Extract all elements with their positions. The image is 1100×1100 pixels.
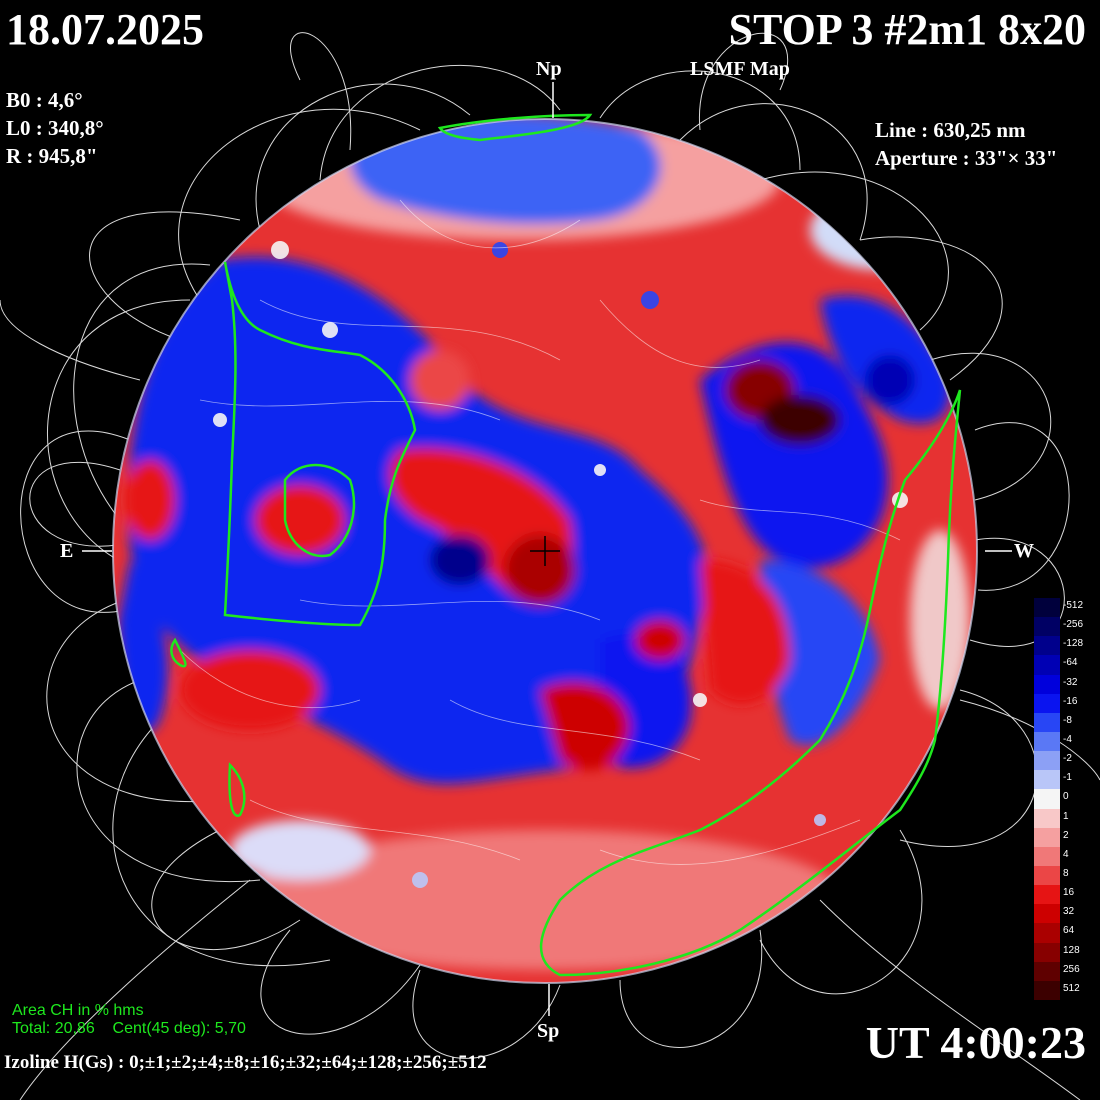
legend-swatch xyxy=(1034,674,1060,694)
legend-entry: 128 xyxy=(1034,942,1100,962)
west-label: W xyxy=(1014,540,1034,562)
legend-swatch xyxy=(1034,655,1060,675)
legend-swatch xyxy=(1034,846,1060,866)
legend-label: -32 xyxy=(1063,676,1078,688)
axis-markers xyxy=(82,82,1012,1016)
north-pole-label: Np xyxy=(536,58,562,80)
legend-label: 0 xyxy=(1063,791,1069,803)
legend-swatch xyxy=(1034,693,1060,713)
legend-label: -8 xyxy=(1063,714,1072,726)
legend-label: 2 xyxy=(1063,829,1069,841)
legend-label: -64 xyxy=(1063,657,1078,669)
legend-label: -1 xyxy=(1063,772,1072,784)
b0-parameter: B0 : 4,6° xyxy=(6,88,83,112)
legend-swatch xyxy=(1034,712,1060,732)
legend-entry: 2 xyxy=(1034,827,1100,847)
l0-parameter: L0 : 340,8° xyxy=(6,116,104,140)
legend-swatch xyxy=(1034,732,1060,752)
map-title: STOP 3 #2m1 8x20 xyxy=(728,5,1086,54)
legend-entry: 256 xyxy=(1034,961,1100,981)
spectral-line: Line : 630,25 nm xyxy=(875,118,1026,142)
legend-label: 32 xyxy=(1063,906,1075,918)
legend-label: -4 xyxy=(1063,734,1072,745)
south-pole-label: Sp xyxy=(537,1020,560,1042)
legend-swatch xyxy=(1034,942,1060,962)
legend-entry: -4 xyxy=(1034,732,1100,752)
legend-swatch xyxy=(1034,866,1060,886)
observation-date: 18.07.2025 xyxy=(6,5,204,54)
aperture: Aperture : 33"× 33" xyxy=(875,146,1058,170)
legend-swatch xyxy=(1034,923,1060,943)
legend-swatch xyxy=(1034,904,1060,924)
legend-label: 1 xyxy=(1063,810,1069,822)
radius-parameter: R : 945,8" xyxy=(6,144,98,168)
legend-label: -2 xyxy=(1063,753,1072,765)
legend-entry: -512 xyxy=(1034,598,1100,618)
legend-label: -256 xyxy=(1063,619,1084,631)
legend-label: -128 xyxy=(1063,638,1084,650)
legend-swatch xyxy=(1034,885,1060,905)
east-label: E xyxy=(60,540,74,562)
disk-center-cross xyxy=(530,536,560,566)
legend-entry: -64 xyxy=(1034,655,1100,675)
coronal-hole-area-title: Area CH in % hms xyxy=(12,1002,144,1019)
legend-entry: -2 xyxy=(1034,751,1100,771)
legend-swatch xyxy=(1034,961,1060,981)
legend-entry: -32 xyxy=(1034,674,1100,694)
legend-label: -16 xyxy=(1063,695,1078,707)
legend-entry: 0 xyxy=(1034,789,1100,809)
legend-label: 512 xyxy=(1063,982,1080,994)
legend-swatch xyxy=(1034,770,1060,790)
legend-entry: -8 xyxy=(1034,712,1100,732)
legend-label: 128 xyxy=(1063,944,1080,956)
legend-entry: 64 xyxy=(1034,923,1100,943)
legend-label: 256 xyxy=(1063,963,1080,975)
legend-entry: 8 xyxy=(1034,866,1100,886)
legend-swatch xyxy=(1034,808,1060,828)
color-scale-legend: -512 -256 -128 -64 -32 -16 -8 -4 -2 -1 0 1 2 4 8 16 32 64… xyxy=(1034,598,1100,1000)
legend-entry: 1 xyxy=(1034,808,1100,828)
coronal-hole-area-values: Total: 20,86 Cent(45 deg): 5,70 xyxy=(12,1020,246,1038)
legend-label: 64 xyxy=(1063,925,1075,937)
legend-entry: 32 xyxy=(1034,904,1100,924)
legend-swatch xyxy=(1034,980,1060,1000)
coronal-hole-boundaries xyxy=(170,113,962,977)
legend-entry: 16 xyxy=(1034,885,1100,905)
legend-entry: 512 xyxy=(1034,980,1100,1000)
legend-entry: -1 xyxy=(1034,770,1100,790)
coronal-hole-central: Cent(45 deg): 5,70 xyxy=(112,1020,246,1037)
legend-swatch xyxy=(1034,598,1060,618)
coronal-hole-total: Total: 20,86 xyxy=(12,1020,95,1037)
legend-swatch xyxy=(1034,636,1060,656)
legend-swatch xyxy=(1034,751,1060,771)
legend-entry: -128 xyxy=(1034,636,1100,656)
legend-label: 4 xyxy=(1063,848,1069,860)
legend-label: 8 xyxy=(1063,868,1069,879)
legend-label: 16 xyxy=(1063,887,1075,899)
isoline-levels: Izoline H(Gs) : 0;±1;±2;±4;±8;±16;±32;±6… xyxy=(4,1052,487,1073)
legend-swatch xyxy=(1034,789,1060,809)
legend-swatch xyxy=(1034,827,1060,847)
legend-entry: -256 xyxy=(1034,617,1100,637)
map-subtitle: LSMF Map xyxy=(690,58,790,80)
legend-label: -512 xyxy=(1063,600,1084,611)
legend-entry: -16 xyxy=(1034,693,1100,713)
universal-time: UT 4:00:23 xyxy=(865,1017,1086,1068)
legend-entry: 4 xyxy=(1034,846,1100,866)
legend-swatch xyxy=(1034,617,1060,637)
